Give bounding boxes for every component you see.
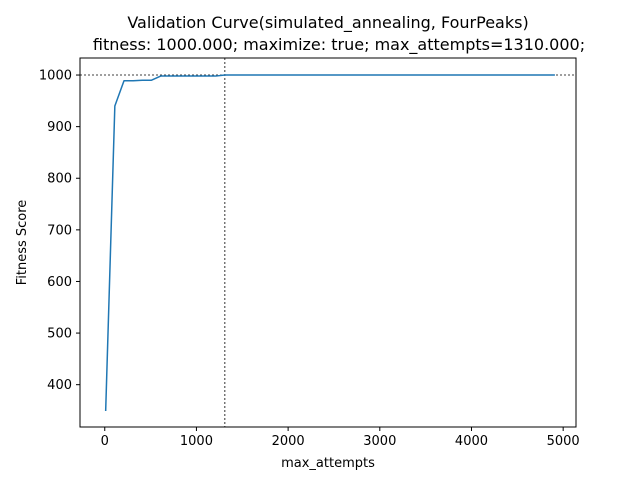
y-axis-label: Fitness Score (15, 200, 30, 286)
y-tick-label: 800 (47, 172, 72, 187)
x-tick-label: 1000 (180, 434, 213, 449)
x-tick-label: 5000 (547, 434, 580, 449)
y-tick-label: 900 (47, 120, 72, 135)
x-tick-label: 2000 (272, 434, 305, 449)
y-tick-label: 700 (47, 223, 72, 238)
x-tick-label: 0 (101, 434, 109, 449)
x-axis-ticks: 0 1000 2000 3000 4000 5000 (101, 427, 580, 449)
axes-frame (79, 57, 577, 428)
series-line (104, 74, 555, 412)
y-tick-label: 1000 (39, 69, 72, 84)
chart-subtitle: fitness: 1000.000; maximize: true; max_a… (93, 35, 585, 55)
x-tick-label: 4000 (455, 434, 488, 449)
x-tick-label: 3000 (363, 434, 396, 449)
chart-title: Validation Curve(simulated_annealing, Fo… (127, 13, 528, 33)
plot-series (104, 74, 555, 412)
y-tick-label: 400 (47, 378, 72, 393)
y-axis-ticks: 400 500 600 700 800 900 1000 (39, 69, 80, 393)
reference-lines (80, 58, 576, 427)
y-tick-label: 600 (47, 275, 72, 290)
x-axis-label: max_attempts (281, 456, 375, 471)
y-tick-label: 500 (47, 327, 72, 342)
